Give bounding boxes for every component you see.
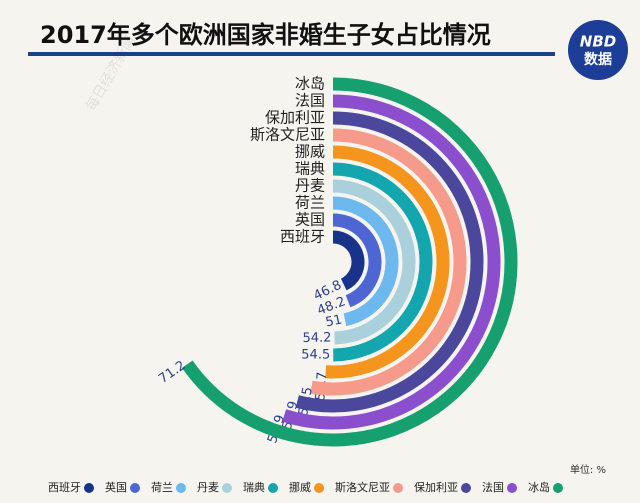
- legend-swatch: [314, 483, 324, 493]
- legend-label: 荷兰: [151, 481, 173, 494]
- arc-bar: [332, 230, 365, 291]
- legend-swatch: [507, 483, 517, 493]
- arc-bar: [181, 77, 518, 447]
- logo-top: NBD: [580, 33, 616, 51]
- legend-label: 冰岛: [528, 480, 550, 494]
- logo: [568, 20, 628, 80]
- legend-label: 保加利亚: [414, 480, 458, 494]
- legend-swatch: [553, 483, 563, 493]
- legend-label: 法国: [482, 480, 504, 494]
- legend-label: 瑞典: [243, 480, 265, 494]
- legend-label: 英国: [105, 480, 127, 494]
- category-label: 挪威: [295, 143, 325, 161]
- legend-swatch: [268, 483, 278, 493]
- category-label: 英国: [295, 211, 325, 229]
- arc-bar: [332, 196, 399, 327]
- category-label: 斯洛文尼亚: [250, 126, 325, 144]
- unit-label: 单位: %: [570, 463, 606, 476]
- category-label: 冰岛: [295, 75, 325, 93]
- category-label: 荷兰: [295, 194, 325, 212]
- legend-label: 斯洛文尼亚: [335, 480, 390, 494]
- arc-bar: [332, 179, 416, 345]
- arc-bar: [282, 94, 501, 430]
- legend-swatch: [222, 483, 232, 493]
- legend-swatch: [176, 483, 186, 493]
- legend-label: 丹麦: [197, 481, 219, 494]
- category-label: 丹麦: [295, 177, 325, 195]
- arc-bar: [332, 162, 433, 362]
- legend-label: 挪威: [289, 480, 311, 494]
- value-label: 54.2: [302, 330, 331, 346]
- arc-bar: [332, 213, 382, 308]
- title-underline: [28, 52, 555, 56]
- legend-swatch: [84, 483, 94, 493]
- category-label: 西班牙: [280, 228, 325, 246]
- logo-bottom: 数据: [584, 51, 612, 68]
- category-label: 保加利亚: [265, 109, 325, 127]
- legend-swatch: [461, 483, 471, 493]
- arc-bar: [325, 145, 450, 379]
- value-label: 54.5: [301, 347, 330, 362]
- arc-bar: [295, 111, 484, 413]
- category-label: 瑞典: [295, 160, 325, 178]
- chart-title: 2017年多个欧洲国家非婚生子女占比情况: [40, 21, 491, 49]
- arc-bar: [310, 128, 467, 396]
- category-label: 法国: [295, 92, 325, 110]
- legend-swatch: [130, 483, 140, 493]
- legend-swatch: [393, 483, 403, 493]
- value-label: 51: [324, 312, 343, 330]
- legend-label: 西班牙: [48, 481, 81, 494]
